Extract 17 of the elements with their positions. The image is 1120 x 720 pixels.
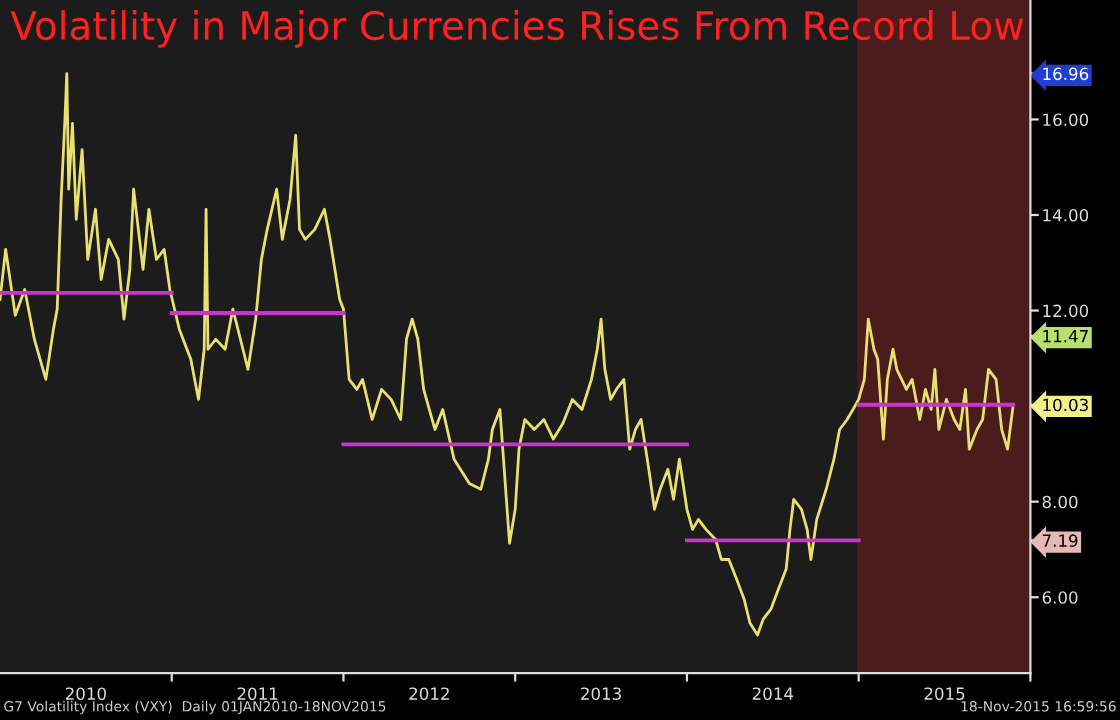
y-tick-label: 6.00 xyxy=(1042,591,1078,604)
x-tick-label: 2014 xyxy=(752,687,794,700)
x-tick-label: 2010 xyxy=(65,687,106,700)
line-series xyxy=(0,72,1015,637)
y-tick-label: 12.00 xyxy=(1043,304,1089,318)
x-tick-label: 2012 xyxy=(409,687,449,700)
chart-title: Volatility in Major Currencies Rises From Record Low xyxy=(10,10,1024,48)
y-tick-label: 7.19 xyxy=(1042,534,1078,547)
y-tick-label: 16.96 xyxy=(1043,67,1089,81)
x-tick-label: 2011 xyxy=(237,687,278,700)
y-tick-label: 16.00 xyxy=(1043,113,1089,127)
y-tick-label: 8.00 xyxy=(1042,495,1078,509)
x-tick-label: 2013 xyxy=(581,687,621,700)
y-tick-label: 11.47 xyxy=(1043,330,1088,343)
x-tick-label: 2015 xyxy=(924,687,965,700)
y-tick-label: 10.03 xyxy=(1043,398,1088,412)
y-tick-label: 14.00 xyxy=(1043,208,1089,222)
